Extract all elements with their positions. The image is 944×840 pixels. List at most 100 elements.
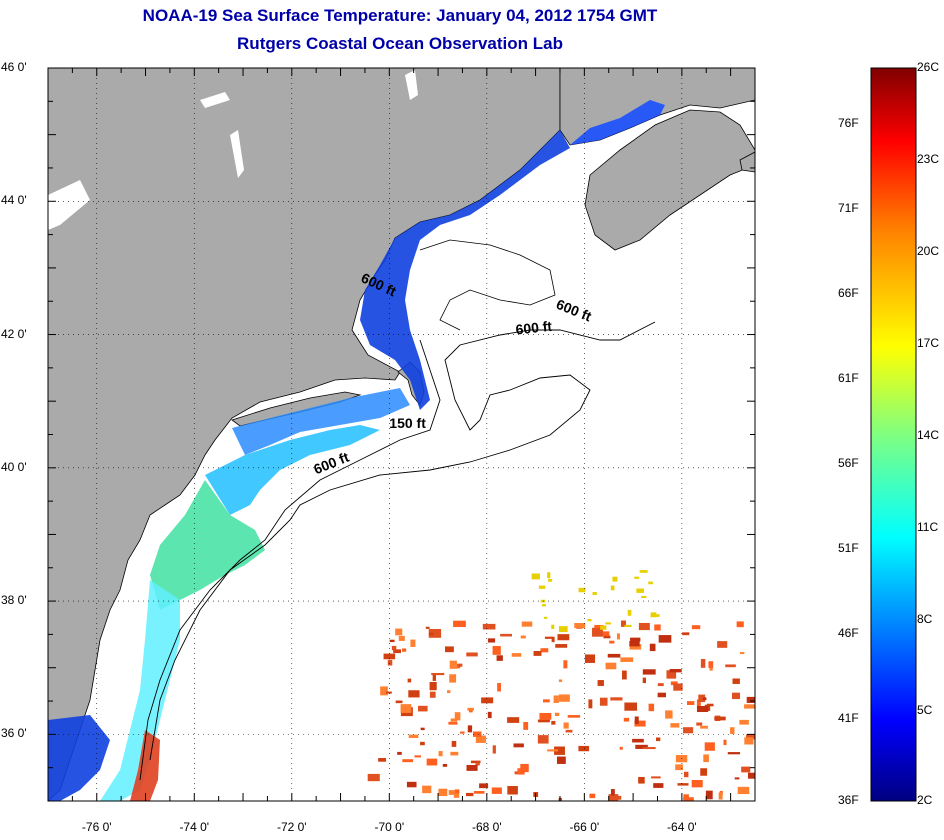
warm-water-patch: [634, 576, 640, 579]
warm-water-patch: [629, 644, 642, 650]
warm-water-patch: [683, 727, 694, 734]
warm-water-patch: [702, 697, 707, 701]
lake: [405, 70, 418, 100]
isobath-gulf-of-maine: [419, 239, 556, 331]
warm-water-patch: [739, 719, 749, 725]
warm-water-patch: [657, 683, 664, 687]
warm-water-patch: [539, 712, 552, 720]
warm-water-patch: [629, 640, 640, 647]
warm-water-patch: [450, 751, 459, 756]
warm-water-patch: [608, 794, 619, 801]
warm-water-patch: [541, 604, 547, 607]
warm-water-patch: [642, 669, 656, 675]
warm-water-patch: [475, 735, 486, 743]
warm-water-patch: [389, 639, 395, 643]
warm-water-patch: [547, 749, 559, 752]
map-title: NOAA-19 Sea Surface Temperature: January…: [142, 6, 658, 25]
warm-water-patch: [623, 717, 630, 722]
warm-water-patch: [487, 711, 492, 719]
warm-water-patch: [492, 745, 496, 754]
warm-water-patch: [406, 781, 417, 788]
warm-water-patch: [638, 776, 645, 784]
warm-water-patch: [554, 712, 560, 717]
warm-water-patch: [408, 734, 419, 739]
sst-gulf-of-maine: [360, 130, 570, 410]
warm-water-patch: [691, 625, 701, 630]
warm-water-patch: [624, 624, 632, 628]
warm-water-patch: [511, 653, 522, 657]
warm-water-patch: [563, 660, 568, 669]
warm-water-patch: [428, 632, 434, 636]
colorbar-celsius-label: 2C: [917, 793, 933, 807]
warm-water-patch: [449, 674, 457, 683]
warm-water-patch: [732, 692, 741, 700]
warm-water-patch: [422, 785, 432, 794]
warm-water-patch: [507, 717, 520, 723]
warm-water-patch: [584, 654, 596, 663]
warm-water-patch: [706, 703, 714, 707]
warm-water-patch: [657, 692, 667, 698]
warm-water-patch: [565, 729, 573, 733]
warm-water-patch: [725, 664, 736, 668]
land-us-mainland: [48, 68, 561, 801]
warm-water-patch: [649, 643, 656, 652]
warm-water-patch: [740, 651, 745, 655]
warm-water-patch: [714, 716, 726, 721]
warm-water-patch: [587, 618, 592, 622]
warm-water-patch: [737, 786, 750, 795]
warm-water-patch: [620, 657, 634, 662]
warm-water-patch: [634, 720, 646, 727]
warm-water-patch: [603, 635, 611, 639]
warm-water-patch: [558, 679, 563, 682]
warm-water-patch: [642, 677, 646, 684]
warm-water-patch: [491, 787, 502, 794]
lake: [230, 130, 244, 178]
warm-water-patch: [521, 621, 533, 627]
warm-water-patch: [736, 621, 744, 628]
warm-water-patch: [709, 667, 713, 671]
warm-water-patch: [420, 741, 425, 746]
latitude-label: 40 0': [1, 459, 27, 474]
warm-water-patch: [454, 712, 461, 721]
warm-water-patch: [420, 727, 425, 731]
sst-chesapeake: [48, 715, 110, 801]
warm-water-patch: [632, 738, 644, 743]
warm-water-patch: [669, 669, 682, 673]
warm-water-patch: [551, 624, 555, 630]
warm-water-patch: [638, 622, 650, 631]
warm-water-patch: [654, 624, 661, 631]
latitude-label: 36 0': [1, 726, 27, 741]
warm-water-patch: [551, 720, 556, 725]
warm-water-patch: [648, 703, 655, 712]
warm-water-patch: [447, 690, 451, 694]
warm-water-patch: [588, 699, 593, 709]
warm-water-patch: [627, 609, 632, 616]
warm-water-patch: [449, 660, 457, 669]
warm-water-patch: [445, 646, 454, 653]
warm-water-patch: [426, 758, 438, 766]
warm-water-patch: [665, 710, 673, 719]
warm-water-patch: [708, 661, 714, 668]
warm-water-patch: [658, 635, 672, 643]
warm-water-patch: [592, 627, 603, 637]
latitude-label: 44 0': [1, 193, 27, 208]
warm-water-patch: [607, 653, 621, 658]
warm-water-patch: [666, 670, 677, 679]
warm-water-patch: [408, 690, 420, 698]
warm-water-patch: [487, 638, 496, 643]
warm-water-patch: [523, 721, 529, 730]
warm-water-patch: [386, 691, 392, 694]
warm-water-patch: [642, 747, 656, 750]
axis-ticks: [47, 67, 756, 802]
warm-water-patch: [677, 783, 689, 786]
warm-water-patch: [624, 702, 638, 711]
warm-water-patch: [387, 659, 393, 666]
warm-water-patch: [703, 754, 709, 763]
warm-water-patch: [600, 631, 610, 636]
warm-water-patch: [578, 745, 590, 752]
warm-water-patch: [589, 793, 596, 799]
warm-water-patch: [555, 644, 568, 648]
warm-water-patch: [438, 788, 448, 797]
warm-water-patch: [558, 694, 570, 702]
warm-water-patch: [537, 735, 549, 744]
